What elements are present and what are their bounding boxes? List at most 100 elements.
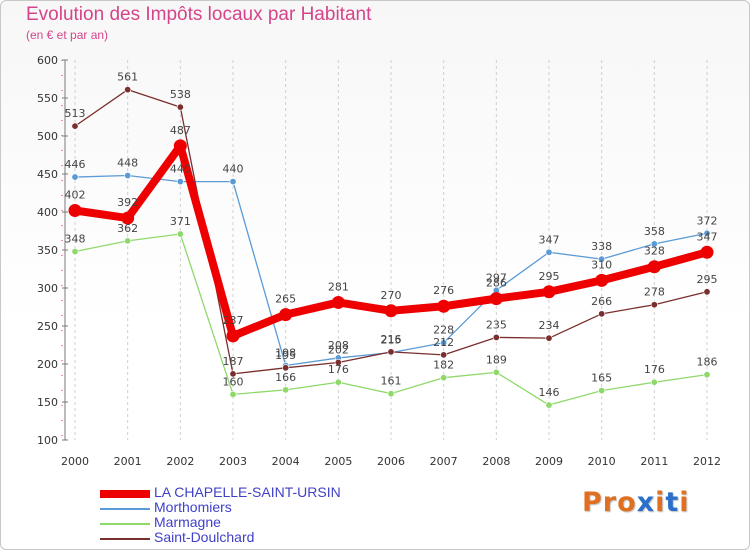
data-point (703, 229, 711, 237)
legend-swatch (100, 522, 150, 525)
data-point (440, 374, 448, 382)
data-point (334, 378, 342, 386)
data-point (545, 401, 553, 409)
data-label: 160 (223, 375, 244, 388)
data-point (650, 301, 658, 309)
logo-letter: r (602, 487, 618, 518)
data-label: 286 (486, 277, 507, 290)
data-label: 295 (697, 273, 718, 286)
x-tick-label: 2010 (588, 455, 616, 468)
data-point (71, 248, 79, 256)
data-label: 265 (275, 293, 296, 306)
data-label: 347 (539, 233, 560, 246)
logo-letter: o (617, 487, 637, 518)
data-label: 235 (486, 318, 507, 331)
data-label: 358 (644, 225, 665, 238)
data-label: 310 (591, 258, 612, 271)
data-label: 348 (65, 233, 86, 246)
data-label: 208 (328, 339, 349, 352)
logo-letter: t (665, 487, 680, 518)
data-label: 166 (275, 371, 296, 384)
data-label: 347 (697, 230, 718, 243)
data-point (700, 245, 714, 259)
data-label: 176 (328, 363, 349, 376)
data-label: 440 (170, 163, 191, 176)
data-label: 538 (170, 88, 191, 101)
y-tick-label: 400 (37, 206, 58, 219)
y-tick-label: 450 (37, 168, 58, 181)
chart-subtitle: (en € et par an) (26, 28, 109, 42)
data-label: 371 (170, 215, 191, 228)
data-label: 328 (644, 245, 665, 258)
data-point (647, 260, 661, 274)
data-point (489, 292, 503, 306)
y-tick-label: 350 (37, 244, 58, 257)
data-point (595, 273, 609, 287)
data-point (650, 240, 658, 248)
legend-label: Marmagne (154, 514, 221, 530)
data-point (545, 334, 553, 342)
data-point (384, 304, 398, 318)
x-tick-label: 2000 (61, 455, 89, 468)
data-label: 297 (486, 271, 507, 284)
x-tick-label: 2009 (535, 455, 563, 468)
data-point (440, 351, 448, 359)
data-point (124, 86, 132, 94)
y-tick-label: 300 (37, 282, 58, 295)
legend-label: Saint-Doulchard (154, 529, 255, 545)
y-tick-label: 100 (37, 434, 58, 447)
data-label: 440 (223, 163, 244, 176)
data-point (598, 310, 606, 318)
x-tick-label: 2001 (114, 455, 142, 468)
data-label: 513 (65, 107, 86, 120)
logo-letter: P (582, 487, 603, 518)
data-label: 212 (433, 336, 454, 349)
data-labels: 446 448 440 440 198 208 215 228 297 347 338 358 372 3… (65, 71, 718, 399)
data-label: 215 (381, 334, 402, 347)
data-label: 187 (223, 355, 244, 368)
y-tick-label: 500 (37, 130, 58, 143)
data-label: 266 (591, 295, 612, 308)
data-label: 165 (591, 372, 612, 385)
data-label: 237 (223, 314, 244, 327)
x-tick-label: 2008 (482, 455, 510, 468)
x-tick-label: 2003 (219, 455, 247, 468)
data-point (229, 178, 237, 186)
data-point (282, 386, 290, 394)
data-point (124, 237, 132, 245)
data-point (650, 378, 658, 386)
data-label: 392 (117, 196, 138, 209)
data-point (176, 103, 184, 111)
axes: 2000 2001 2002 2003 2004 2005 2006 2007 2008 2009… (37, 54, 721, 468)
data-label: 189 (486, 353, 507, 366)
data-point (229, 390, 237, 398)
y-tick-label: 150 (37, 396, 58, 409)
data-label: 182 (433, 359, 454, 372)
data-label: 216 (381, 333, 402, 346)
data-point (68, 203, 82, 217)
x-tick-label: 2006 (377, 455, 405, 468)
data-point (229, 370, 237, 378)
logo-letter: x (636, 487, 656, 518)
x-tick-label: 2004 (272, 455, 300, 468)
data-label: 446 (65, 158, 86, 171)
x-tick-label: 2012 (693, 455, 721, 468)
data-point (598, 255, 606, 263)
proxiti-logo: Proxiti (582, 487, 690, 518)
data-label: 362 (117, 222, 138, 235)
data-point (440, 339, 448, 347)
data-point (492, 333, 500, 341)
data-label: 338 (591, 240, 612, 253)
data-label: 402 (65, 188, 86, 201)
data-label: 186 (697, 356, 718, 369)
data-point (121, 211, 135, 225)
series-lines (68, 86, 714, 409)
legend-label: LA CHAPELLE-SAINT-URSIN (154, 484, 341, 500)
data-label: 372 (697, 214, 718, 227)
data-point (279, 308, 293, 322)
data-point (545, 248, 553, 256)
data-label: 487 (170, 124, 191, 137)
data-point (331, 295, 345, 309)
data-label: 270 (381, 289, 402, 302)
